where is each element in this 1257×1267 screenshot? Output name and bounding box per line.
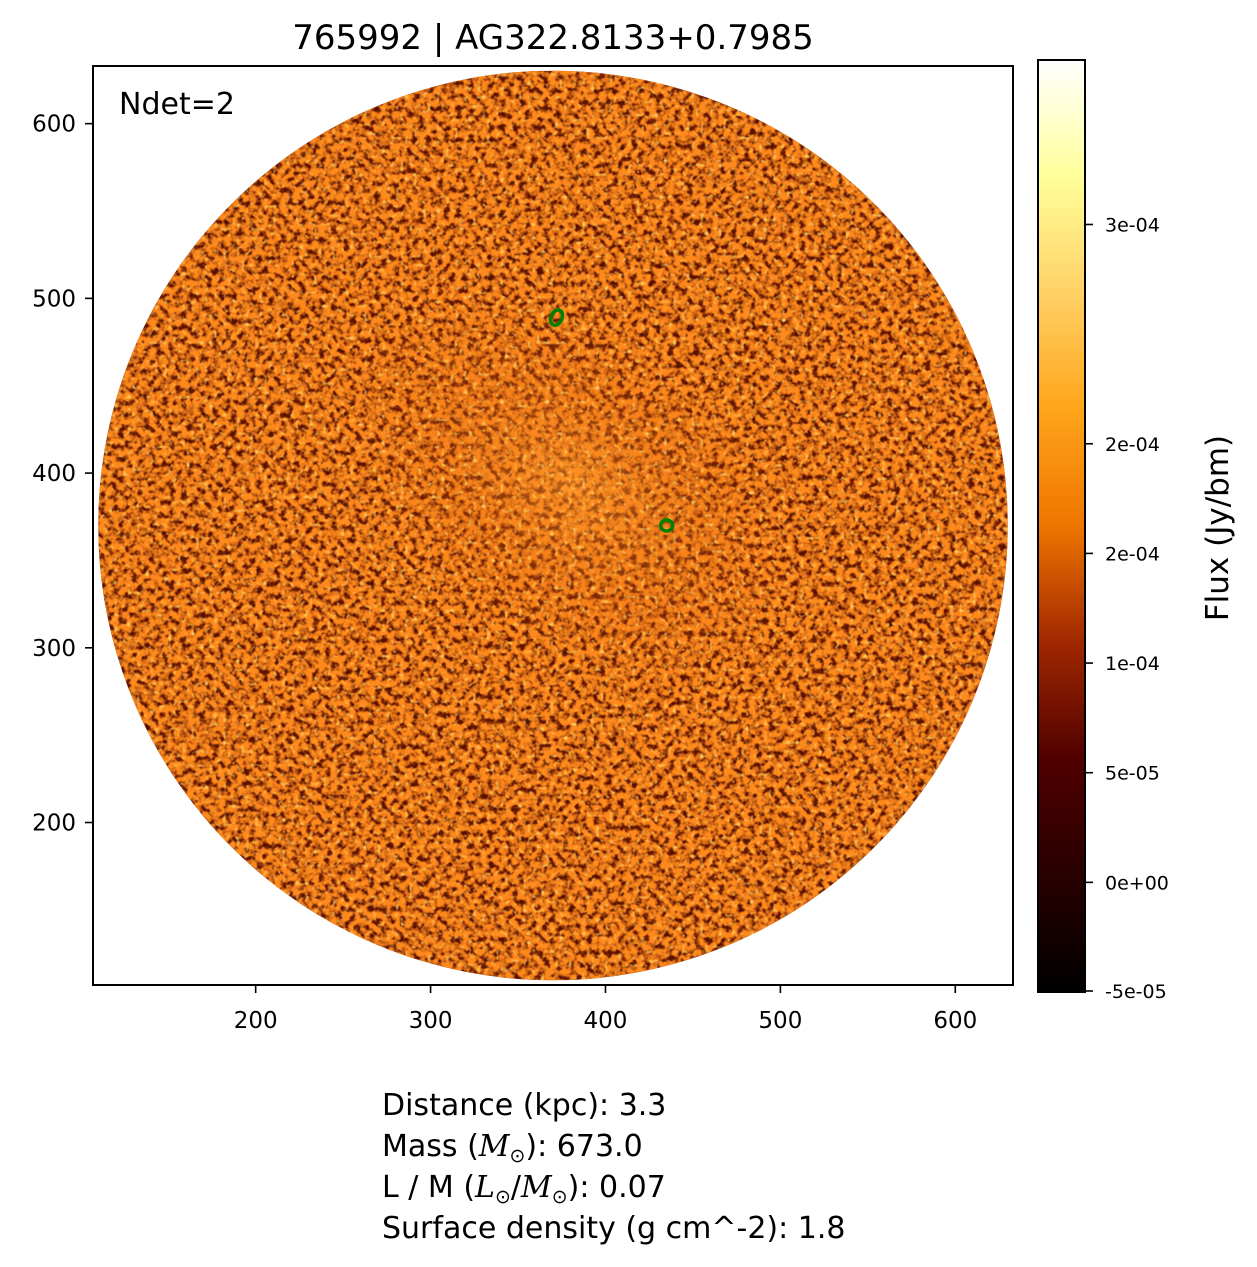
distance-prefix: Distance (kpc): [382, 1088, 619, 1123]
x-tick-label: 300 [409, 1008, 453, 1034]
lm-value: 0.07 [598, 1170, 666, 1205]
lm-line: L / M (L⊙/M⊙): 0.07 [382, 1167, 845, 1208]
axes-frame [92, 65, 1014, 986]
colorbar [1037, 59, 1086, 993]
mass-prefix: Mass ( [382, 1129, 479, 1164]
colorbar-tick-label: 1e-04 [1105, 653, 1160, 675]
colorbar-tick-label: 3e-04 [1105, 214, 1160, 236]
heatmap-image [98, 70, 1008, 981]
colorbar-tick-label: -5e-05 [1105, 981, 1167, 1003]
lm-suffix: ): [567, 1170, 599, 1205]
colorbar-tick-label: 2e-04 [1105, 434, 1160, 456]
surface-density-line: Surface density (g cm^-2): 1.8 [382, 1208, 845, 1249]
y-tick-label: 600 [32, 112, 76, 138]
x-tick-label: 500 [758, 1008, 802, 1034]
mass-suffix: ): [525, 1129, 557, 1164]
colorbar-tick-label: 5e-05 [1105, 763, 1160, 785]
mass-value: 673.0 [556, 1129, 643, 1164]
y-tick-label: 500 [32, 286, 76, 312]
mass-sun-symbol: ⊙ [509, 1145, 526, 1167]
y-tick-label: 200 [32, 811, 76, 837]
surface-value: 1.8 [797, 1211, 846, 1246]
mass-symbol: M [478, 1129, 510, 1164]
surface-prefix: Surface density (g cm^-2): [382, 1211, 798, 1246]
lm-sun-symbol-2: ⊙ [551, 1186, 568, 1208]
colorbar-tick-label: 2e-04 [1105, 543, 1160, 565]
y-axis: 200 300 400 500 600 [32, 112, 93, 837]
lm-sun-symbol-1: ⊙ [494, 1186, 511, 1208]
distance-line: Distance (kpc): 3.3 [382, 1085, 845, 1126]
colorbar-label: Flux (Jy/bm) [1200, 435, 1236, 621]
ndet-annotation: Ndet=2 [119, 87, 235, 122]
x-tick-label: 400 [584, 1008, 628, 1034]
x-tick-label: 200 [234, 1008, 278, 1034]
colorbar-ticks: -5e-05 0e+00 5e-05 1e-04 2e-04 2e-04 3e-04 [1085, 214, 1169, 1003]
y-tick-label: 300 [32, 636, 76, 662]
lm-l-symbol: L [475, 1170, 495, 1205]
source-info: Distance (kpc): 3.3 Mass (M⊙): 673.0 L /… [382, 1085, 845, 1249]
lm-prefix: L / M ( [382, 1170, 476, 1205]
y-tick-label: 400 [32, 461, 76, 487]
detection-marker [548, 308, 565, 327]
x-axis: 200 300 400 500 600 [234, 985, 977, 1034]
distance-value: 3.3 [618, 1088, 667, 1123]
chart-title: 765992 | AG322.8133+0.7985 [292, 18, 814, 58]
mass-line: Mass (M⊙): 673.0 [382, 1126, 845, 1167]
figure: 765992 | AG322.8133+0.7985 200 300 400 500 6… [32, 18, 1236, 1034]
detection-marker [658, 518, 675, 533]
colorbar-tick-label: 0e+00 [1105, 872, 1169, 894]
detection-markers [548, 308, 675, 533]
lm-slash: / [510, 1170, 521, 1205]
x-tick-label: 600 [933, 1008, 977, 1034]
lm-m-symbol: M [520, 1170, 552, 1205]
